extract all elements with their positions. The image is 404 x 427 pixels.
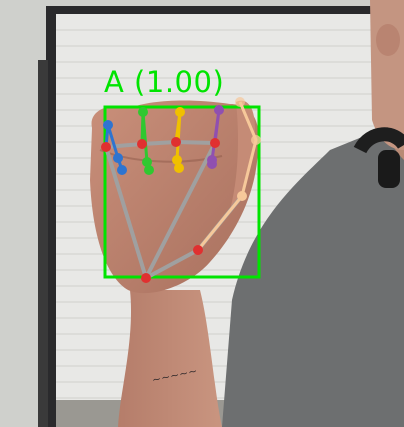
person: [222, 0, 404, 427]
forearm: [118, 290, 222, 427]
prediction-label: A (1.00): [104, 65, 225, 99]
